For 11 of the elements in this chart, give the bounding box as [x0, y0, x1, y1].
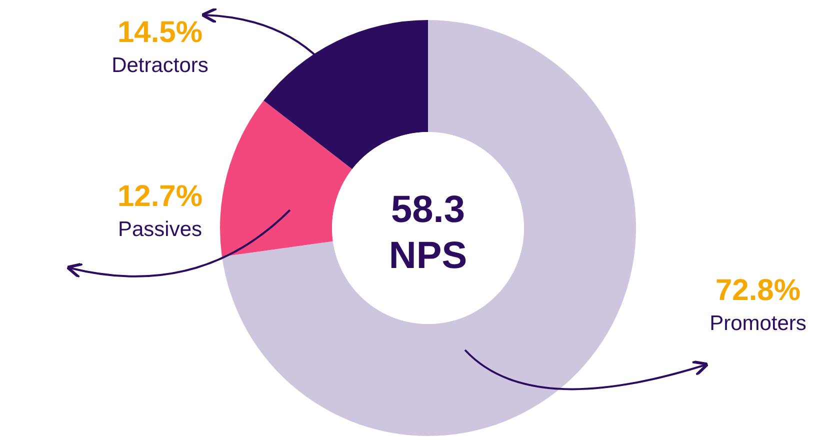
- donut-slice: [220, 100, 352, 257]
- slice-label: Passives: [118, 218, 202, 241]
- slice-label: Detractors: [112, 54, 208, 77]
- data-label: 14.5%: [117, 16, 203, 49]
- donut-slice: [264, 20, 428, 170]
- data-label: 12.7%: [117, 180, 203, 213]
- text: NPS: [388, 235, 468, 277]
- slice-label: Promoters: [710, 312, 806, 335]
- data-label: 72.8%: [715, 274, 801, 307]
- text: 58.3: [391, 189, 465, 231]
- donut-slice: [222, 20, 636, 436]
